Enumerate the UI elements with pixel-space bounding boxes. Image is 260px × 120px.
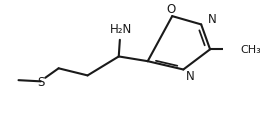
Text: O: O: [166, 3, 176, 16]
Text: H₂N: H₂N: [110, 23, 132, 36]
Text: S: S: [37, 76, 45, 89]
Text: N: N: [186, 69, 194, 83]
Text: CH₃: CH₃: [240, 45, 260, 55]
Text: N: N: [208, 13, 217, 26]
